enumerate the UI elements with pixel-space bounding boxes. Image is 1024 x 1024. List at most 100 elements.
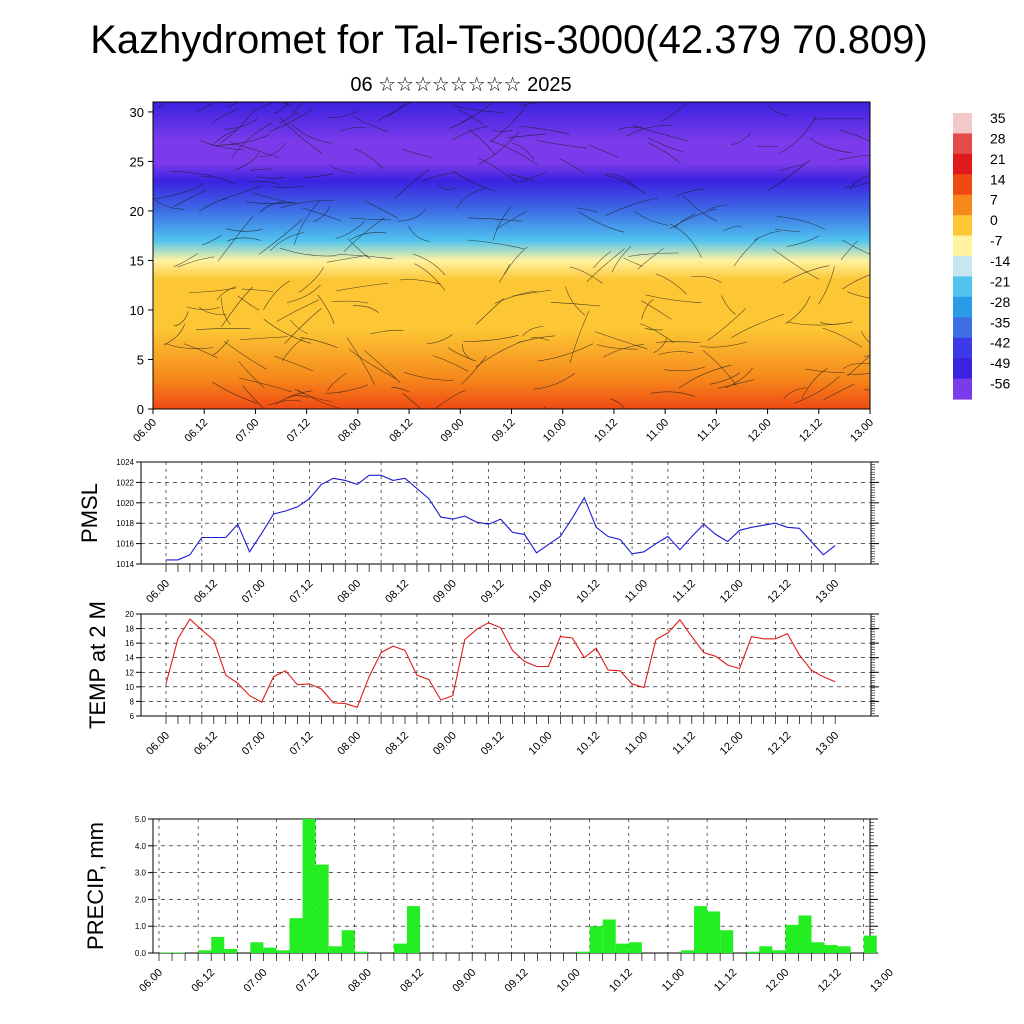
streamline [284,308,322,344]
x-tick-label: 08.00 [335,730,363,758]
streamline [298,267,324,293]
streamline [422,172,456,182]
streamline [721,295,737,315]
streamline [664,366,706,372]
streamline [302,207,341,222]
streamline [353,305,379,314]
y-tick-label: 1.0 [135,922,147,931]
x-tick-label: 10.00 [527,578,555,606]
streamline [435,390,466,409]
wind-streamlines [153,102,870,409]
streamline [388,102,408,117]
streamline [863,355,870,357]
x-tick-label: 13.00 [813,730,841,758]
streamline [401,148,433,158]
streamline [432,355,469,372]
streamline [335,220,366,239]
streamline [197,102,217,112]
streamline [408,225,431,242]
colorbar-swatch [953,337,972,359]
precip-bar [681,950,695,953]
streamline [293,200,321,245]
streamline [844,181,870,188]
streamline [291,124,333,144]
streamline [596,344,639,350]
streamline [478,157,518,183]
x-tick-label: 10.12 [574,730,602,758]
precipitation-panel: 0.0 1.0 2.0 3.0 4.0 5.0 06.00 06.12 07.00 07.12 08… [83,815,896,995]
streamline [239,377,292,393]
x-tick-label: 09.00 [438,417,466,445]
x-tick-label: 08.00 [335,578,363,606]
colorbar-label: -21 [990,273,1010,289]
x-tick-label: 07.12 [288,730,316,758]
streamline [286,284,321,303]
streamline [683,195,718,222]
precip-bar [837,946,851,953]
streamline [348,348,397,380]
streamline [279,117,323,155]
streamline [467,239,525,250]
streamline [536,140,588,149]
y-axis-label: TEMP at 2 M [85,601,110,729]
streamline [641,300,672,320]
streamline [377,102,413,121]
streamline [674,213,696,229]
streamline [637,248,664,270]
y-tick-label: 1014 [116,560,134,569]
streamline [287,395,309,399]
streamline [669,208,717,229]
streamline [253,192,299,204]
y-tick-label: 16 [125,639,134,648]
streamline [623,257,643,267]
streamline [331,300,369,304]
streamline [578,211,625,233]
streamline [177,256,215,268]
streamline [478,132,519,165]
streamline [634,211,669,226]
streamline [224,118,259,130]
streamline [786,321,843,326]
x-tick-label: 09.12 [479,578,507,606]
streamline [559,157,585,174]
streamline [394,168,430,199]
streamline [785,295,811,324]
x-tick-label: 10.12 [574,578,602,606]
precip-bar [406,906,420,953]
streamline [231,122,272,159]
streamline [530,337,550,341]
precip-bar [211,936,225,953]
streamline [518,125,570,135]
x-tick-label: 06.00 [144,578,172,606]
streamline [259,201,286,213]
colorbar-label: 28 [990,130,1006,146]
y-tick-label: 14 [125,654,134,663]
x-tick-label: 12.00 [746,417,774,445]
x-tick-label: 13.00 [848,417,876,445]
x-tick-label: 08.12 [383,578,411,606]
streamline [196,328,251,330]
y-tick-label: 25 [130,154,144,169]
streamline [215,134,270,146]
streamline [565,286,586,316]
pmsl-panel: 1014 1016 1018 1020 1022 1024 06.00 06.12 07.00 0… [77,458,879,606]
streamline [460,355,487,385]
streamline [255,176,285,179]
precip-bar [824,944,838,953]
streamline [840,240,858,261]
streamline [263,318,311,344]
streamline [350,232,387,240]
streamline [519,171,546,183]
colorbar-swatch [953,113,972,135]
colorbar-swatch [953,256,972,278]
x-tick-label: 12.12 [766,578,794,606]
streamline [255,102,275,111]
colorbar-swatch [953,276,972,298]
streamline [268,400,301,406]
streamline [235,152,260,170]
streamline [229,142,280,159]
streamline [227,102,240,108]
streamline [397,209,426,222]
streamline [249,180,281,186]
streamline [653,337,668,353]
